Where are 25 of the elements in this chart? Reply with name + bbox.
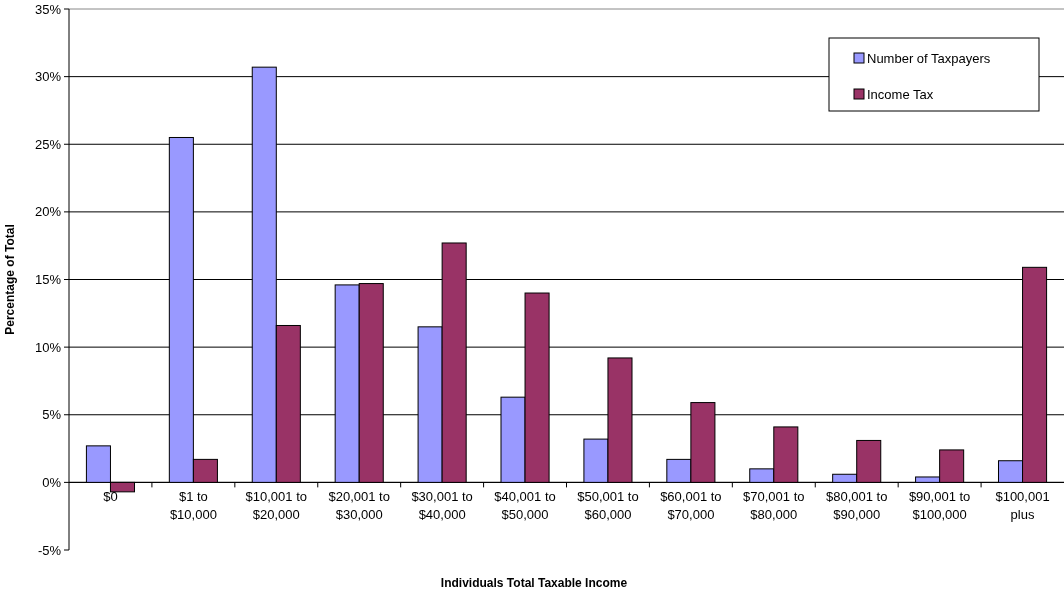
x-tick-label: $70,001 to $80,000	[743, 489, 805, 523]
legend-label: Income Tax	[867, 86, 934, 102]
x-tick-label: $0	[103, 489, 118, 505]
y-tick-label: -5%	[37, 542, 62, 558]
x-tick-label: $30,001 to $40,000	[411, 489, 473, 523]
x-tick-label: $20,001 to $30,000	[328, 489, 390, 523]
y-tick-label: 10%	[34, 339, 62, 355]
x-tick-label: $50,001 to $60,000	[577, 489, 639, 523]
x-axis-title: Individuals Total Taxable Income	[440, 576, 628, 590]
legend-label: Number of Taxpayers	[867, 50, 991, 66]
x-tick-label: $1 to $10,000	[169, 489, 217, 523]
x-tick-label: $80,001 to $90,000	[825, 489, 888, 523]
y-tick-label: 35%	[34, 1, 62, 17]
y-tick-label: 15%	[34, 272, 62, 288]
x-tick-label: $100,001 plus	[995, 489, 1050, 523]
x-tick-label: $40,001 to $50,000	[494, 489, 556, 523]
x-tick-label: $10,001 to $20,000	[245, 489, 308, 523]
y-tick-label: 0%	[42, 474, 62, 490]
y-tick-label: 20%	[34, 204, 62, 220]
y-tick-label: 30%	[34, 69, 62, 85]
y-tick-label: 5%	[42, 407, 62, 423]
y-axis-title: Percentage of Total	[3, 224, 17, 335]
x-tick-label: $60,001 to $70,000	[660, 489, 722, 523]
y-tick-label: 25%	[34, 136, 62, 152]
x-tick-label: $90,001 to $100,000	[908, 489, 971, 523]
